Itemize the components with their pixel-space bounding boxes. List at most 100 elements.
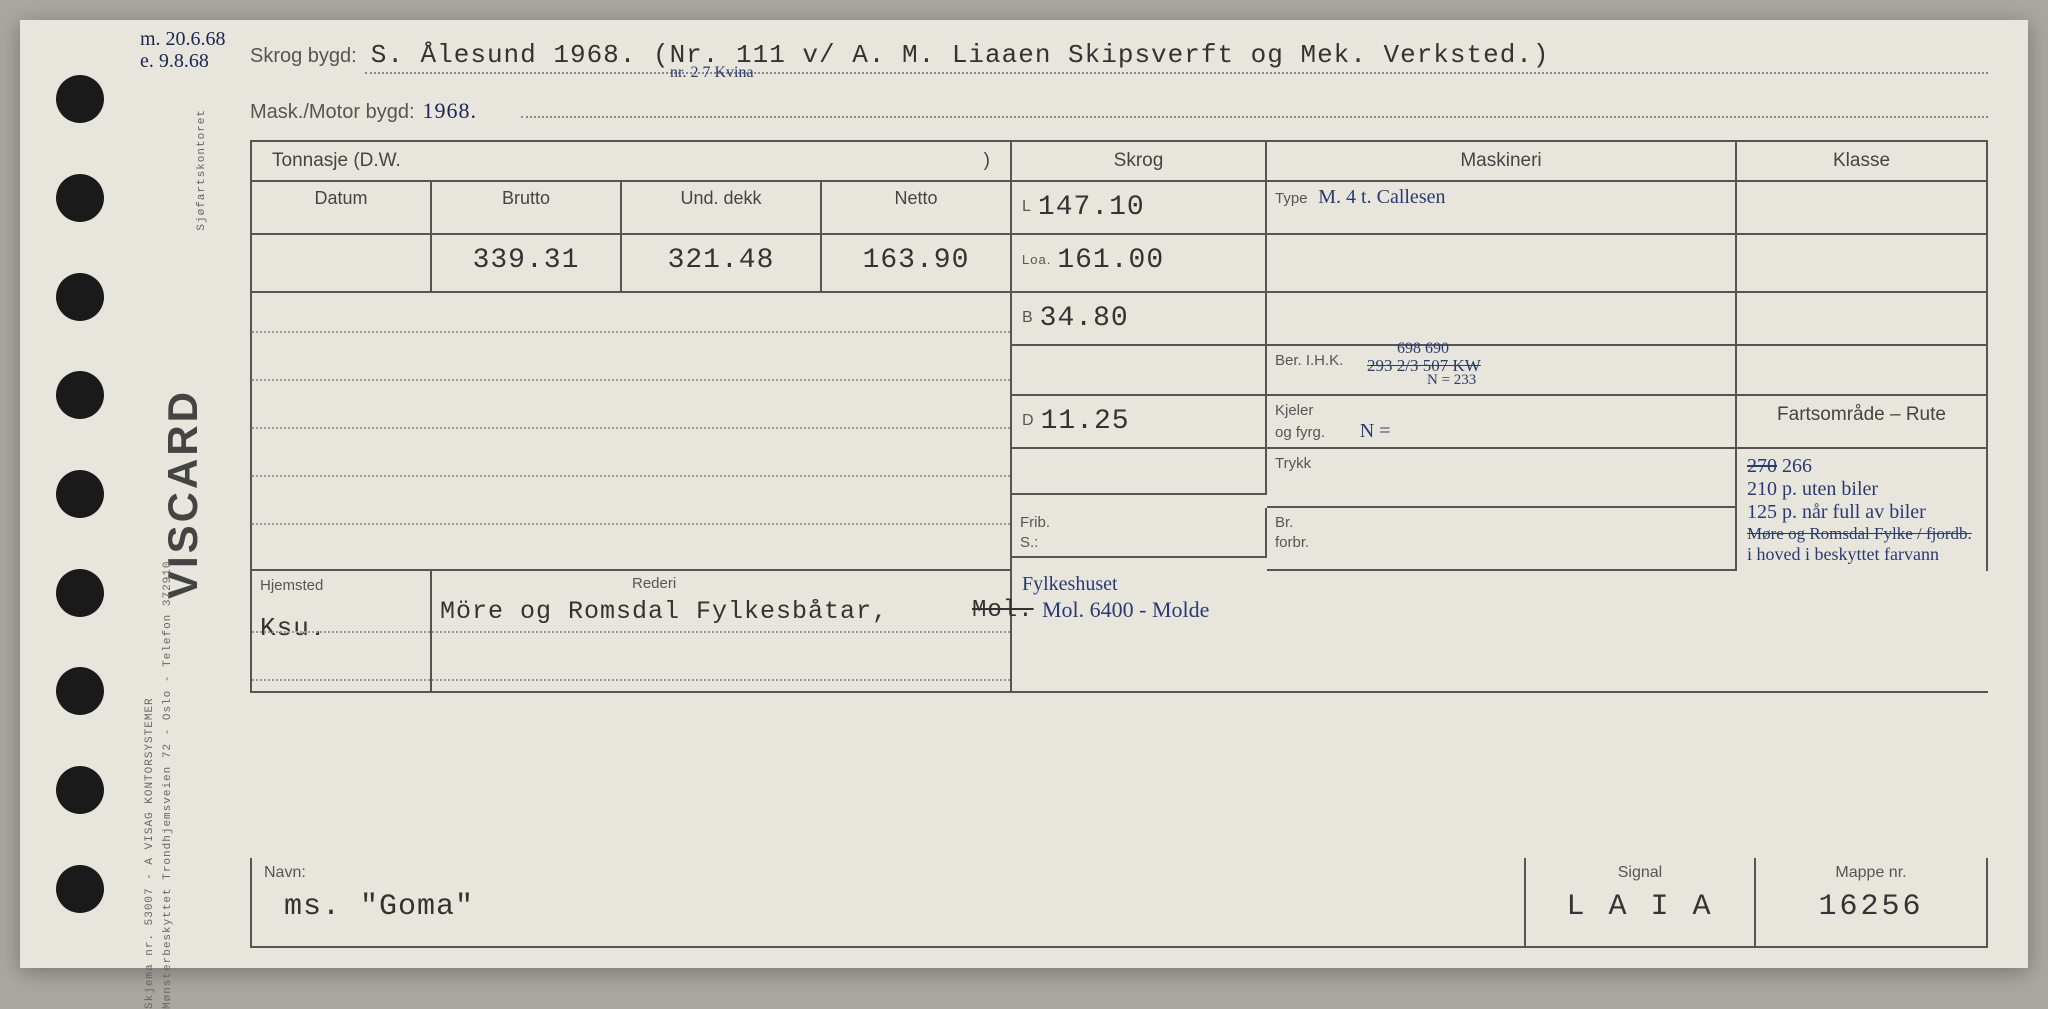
skrog-empty-1 xyxy=(1012,346,1267,396)
farts-line-5: i hoved i beskyttet farvann xyxy=(1747,544,1976,565)
rederi-label: Rederi xyxy=(632,575,676,592)
farts-content: 270 270 266266 210 p. uten biler 125 p. … xyxy=(1737,449,1988,571)
Loa-value: 161.00 xyxy=(1057,245,1164,276)
breadth-B: B 34.80 xyxy=(1012,293,1267,346)
bottom-row: Navn: ms. "Goma" Signal L A I A Mappe nr… xyxy=(250,858,1988,948)
side-line-2: Mønsterbeskyttet Trondhjemsveien 72 - Os… xyxy=(162,389,174,1009)
L-value: 147.10 xyxy=(1038,192,1145,223)
brutto-header: Brutto xyxy=(432,182,622,235)
ber-ihk-label: Ber. I.H.K. xyxy=(1275,352,1343,369)
farts-line-3: 125 p. når full av biler xyxy=(1747,501,1976,524)
klasse-empty-3 xyxy=(1737,293,1988,346)
rederi-annot-2: Mol. 6400 - Molde xyxy=(1042,597,1209,623)
rederi-annot-1: Fylkeshuset xyxy=(1022,573,1118,596)
hjemsted-label: Hjemsted xyxy=(260,577,323,594)
trykk-cell: Trykk xyxy=(1267,449,1737,508)
datum-header: Datum xyxy=(252,182,432,235)
datum-value xyxy=(252,235,432,293)
B-label: B xyxy=(1022,309,1034,326)
und-dekk-header: Und. dekk xyxy=(622,182,822,235)
skrog-bygd-value: S. Ålesund 1968. (Nr. 111 v/ A. M. Liaae… xyxy=(365,40,1988,74)
D-label: D xyxy=(1022,412,1035,429)
hole xyxy=(56,569,104,617)
card-body: m. 20.6.68 e. 9.8.68 Skrog bygd: S. Åles… xyxy=(230,20,2028,968)
farts-line-1: 270 270 266266 xyxy=(1747,455,1976,478)
mappe-cell: Mappe nr. 16256 xyxy=(1756,858,1986,946)
mask-bygd-label: Mask./Motor bygd: xyxy=(250,101,415,124)
mappe-label: Mappe nr. xyxy=(1768,864,1974,882)
ber-annot-3: N = 233 xyxy=(1427,372,1476,389)
skrog-bygd-row: Skrog bygd: S. Ålesund 1968. (Nr. 111 v/… xyxy=(250,40,1988,74)
mappe-value: 16256 xyxy=(1768,890,1974,924)
hole xyxy=(56,865,104,913)
fartsomrade-header: Fartsområde – Rute xyxy=(1737,396,1988,449)
farts-line-2: 210 p. uten biler xyxy=(1747,478,1976,501)
ber-ihk-cell: Ber. I.H.K. 698 690 293 2/3 507 KW N = 2… xyxy=(1267,346,1737,396)
side-imprint: Sjøfartskontoret VISCARD Skjema nr. 5300… xyxy=(148,389,218,599)
B-value: 34.80 xyxy=(1040,303,1129,334)
klasse-empty-1 xyxy=(1737,182,1988,235)
index-card: Sjøfartskontoret VISCARD Skjema nr. 5300… xyxy=(20,20,2028,968)
mask-bygd-dotted xyxy=(521,90,1988,118)
skrog-annotation: nr. 2 7 Kvina xyxy=(670,64,754,82)
hole xyxy=(56,75,104,123)
mask-bygd-row: Mask./Motor bygd: 1968. xyxy=(250,90,1988,124)
signal-cell: Signal L A I A xyxy=(1526,858,1756,946)
date-note-1: m. 20.6.68 xyxy=(140,28,226,50)
skrog-empty-2 xyxy=(1012,449,1267,495)
binder-holes xyxy=(20,20,140,968)
navn-label: Navn: xyxy=(264,864,1512,882)
maskineri-empty-2 xyxy=(1267,293,1737,346)
type-value: M. 4 t. Callesen xyxy=(1318,186,1445,208)
brutto-value: 339.31 xyxy=(432,235,622,293)
br-forbr-label: Br. forbr. xyxy=(1275,514,1309,551)
trykk-label: Trykk xyxy=(1275,455,1311,472)
tonnasje-header: Tonnasje (D.W. ) xyxy=(252,142,1012,182)
kjeler-annot: N = xyxy=(1360,420,1391,442)
rederi-annot-cell: Fylkeshuset Mol. Mol. 6400 - Molde xyxy=(1012,571,1988,691)
netto-header: Netto xyxy=(822,182,1012,235)
main-table: Tonnasje (D.W. ) Skrog Maskineri Klasse … xyxy=(250,140,1988,693)
hole xyxy=(56,273,104,321)
hole xyxy=(56,174,104,222)
kjeler-cell: Kjeler og fyrg. N = xyxy=(1267,396,1737,449)
Loa-label: Loa. xyxy=(1022,252,1051,267)
type-cell: Type M. 4 t. Callesen xyxy=(1267,182,1737,235)
hole xyxy=(56,766,104,814)
navn-cell: Navn: ms. "Goma" xyxy=(252,858,1526,946)
side-line-1: Skjema nr. 53007 - A VISAG KONTORSYSTEME… xyxy=(144,389,156,1009)
tonnasje-empty xyxy=(252,293,1012,571)
D-value: 11.25 xyxy=(1041,406,1130,437)
maskineri-empty-1 xyxy=(1267,235,1737,293)
klasse-header: Klasse xyxy=(1737,142,1988,182)
hole xyxy=(56,667,104,715)
frib-cell: Frib. S.: xyxy=(1012,508,1267,558)
maskineri-header: Maskineri xyxy=(1267,142,1737,182)
tonnasje-label: Tonnasje (D.W. xyxy=(272,150,401,172)
klasse-empty-2 xyxy=(1737,235,1988,293)
rederi-cell: Rederi Möre og Romsdal Fylkesbåtar, xyxy=(432,571,1012,691)
signal-value: L A I A xyxy=(1538,890,1742,924)
signal-label: Signal xyxy=(1538,864,1742,882)
length-L: L147.10 xyxy=(1012,182,1267,235)
klasse-empty-4 xyxy=(1737,346,1988,396)
frib-label: Frib. S.: xyxy=(1020,514,1050,551)
type-label: Type xyxy=(1275,190,1308,207)
netto-value: 163.90 xyxy=(822,235,1012,293)
und-dekk-value: 321.48 xyxy=(622,235,822,293)
mask-bygd-value: 1968. xyxy=(423,98,513,124)
date-note-2: e. 9.8.68 xyxy=(140,50,226,72)
kjeler-label: Kjeler og fyrg. xyxy=(1275,402,1325,441)
farts-line-4: Møre og Romsdal Fylke / fjordb. xyxy=(1747,524,1976,544)
hole xyxy=(56,470,104,518)
rederi-value: Möre og Romsdal Fylkesbåtar, xyxy=(440,597,1002,626)
tonnasje-close: ) xyxy=(984,150,990,172)
depth-D: D 11.25 xyxy=(1012,396,1267,449)
side-sjofart: Sjøfartskontoret xyxy=(196,109,208,231)
hjemsted-cell: Hjemsted Ksu. xyxy=(252,571,432,691)
length-Loa: Loa. 161.00 xyxy=(1012,235,1267,293)
hjemsted-value: Ksu. xyxy=(260,613,422,643)
top-handwritten-dates: m. 20.6.68 e. 9.8.68 xyxy=(140,28,226,72)
skrog-header: Skrog xyxy=(1012,142,1267,182)
navn-value: ms. "Goma" xyxy=(264,890,1512,924)
